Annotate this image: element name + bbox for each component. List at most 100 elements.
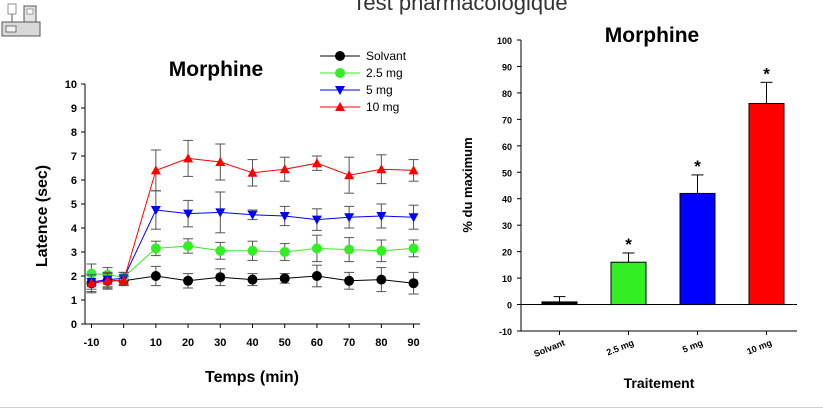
x-tick-label: 80 bbox=[375, 337, 387, 349]
y-tick-label: 0 bbox=[71, 319, 77, 331]
legend-label-25-mg: 2.5 mg bbox=[366, 66, 403, 80]
page-title: Test pharmacologique bbox=[352, 0, 568, 15]
data-point-10-mg bbox=[311, 158, 322, 168]
data-point-25-mg bbox=[279, 247, 290, 257]
line-chart-y-label: Latence (sec) bbox=[34, 165, 51, 267]
series-line-5-mg bbox=[91, 209, 414, 283]
bar-25-mg bbox=[610, 261, 647, 306]
data-point-5-mg bbox=[279, 212, 290, 221]
data-point-10-mg bbox=[86, 278, 97, 288]
latency-line-chart: Morphine Latence (sec) Temps (min) 0 1 2 3 4… bbox=[34, 49, 420, 386]
bottom-divider bbox=[0, 407, 823, 408]
data-point-5-mg bbox=[150, 206, 161, 215]
legend-marker-solvant bbox=[335, 51, 345, 61]
bar-5-mg bbox=[679, 192, 716, 306]
x-tick-label: 0 bbox=[121, 337, 127, 349]
data-point-5-mg bbox=[376, 212, 387, 221]
y-tick-label: 100 bbox=[497, 36, 512, 46]
data-point-solvant bbox=[150, 271, 161, 281]
data-point-solvant bbox=[215, 272, 226, 283]
data-point-solvant bbox=[247, 274, 258, 285]
y-tick-label: 60 bbox=[502, 142, 512, 152]
data-point-25-mg bbox=[311, 243, 322, 254]
x-tick-label: 40 bbox=[246, 337, 258, 349]
x-tick-label: 30 bbox=[214, 337, 226, 349]
y-tick-label: 10 bbox=[65, 79, 77, 91]
x-tick-label-5-mg: 5 mg bbox=[681, 338, 704, 355]
y-tick-label: 40 bbox=[502, 195, 512, 205]
legend-marker-25-mg bbox=[335, 68, 345, 78]
data-point-5-mg bbox=[408, 213, 419, 223]
x-tick-label-solvant: Solvant bbox=[532, 338, 566, 359]
data-point-10-mg bbox=[344, 170, 355, 180]
data-point-10-mg bbox=[215, 157, 226, 166]
y-tick-label: 8 bbox=[71, 127, 77, 139]
legend-label-solvant: Solvant bbox=[366, 49, 407, 63]
bar-chart-x-label: Traitement bbox=[624, 375, 695, 391]
y-tick-label: 6 bbox=[71, 175, 77, 187]
x-tick-label: 50 bbox=[279, 337, 291, 349]
data-point-10-mg bbox=[102, 275, 113, 285]
significance-star-25-mg: * bbox=[625, 235, 632, 254]
data-point-25-mg bbox=[408, 243, 419, 254]
y-tick-label: 50 bbox=[502, 168, 512, 178]
significance-star-5-mg: * bbox=[694, 157, 701, 176]
data-point-solvant bbox=[183, 275, 194, 286]
legend-marker-5-mg bbox=[335, 86, 345, 95]
data-point-10-mg bbox=[183, 153, 194, 163]
lab-apparatus-icon bbox=[1, 3, 41, 37]
legend-label-5-mg: 5 mg bbox=[366, 83, 393, 97]
x-tick-label: 10 bbox=[150, 337, 162, 349]
data-point-10-mg bbox=[150, 165, 161, 175]
data-point-10-mg bbox=[279, 164, 290, 174]
y-tick-label: 0 bbox=[507, 301, 512, 311]
data-point-5-mg bbox=[215, 208, 226, 218]
bar-10-mg bbox=[748, 102, 785, 306]
data-point-10-mg bbox=[376, 164, 387, 174]
y-tick-label: 4 bbox=[71, 223, 78, 235]
y-tick-label: 2 bbox=[71, 271, 77, 283]
data-point-10-mg bbox=[118, 275, 129, 285]
data-point-25-mg bbox=[86, 268, 97, 279]
line-chart-x-label: Temps (min) bbox=[205, 369, 299, 386]
bar-chart-y-label: % du maximum bbox=[460, 137, 475, 232]
y-tick-label: 1 bbox=[71, 295, 77, 307]
legend-marker-10-mg bbox=[335, 102, 345, 111]
data-point-25-mg bbox=[183, 241, 194, 251]
y-tick-label: 90 bbox=[502, 62, 512, 72]
y-tick-label: 9 bbox=[71, 103, 77, 115]
y-tick-label: 3 bbox=[71, 247, 77, 259]
y-tick-label: 80 bbox=[502, 89, 512, 99]
x-tick-label: -10 bbox=[83, 337, 99, 349]
data-point-25-mg bbox=[344, 244, 355, 255]
data-point-25-mg bbox=[215, 245, 226, 256]
y-tick-label: 30 bbox=[502, 221, 512, 231]
y-tick-label: 7 bbox=[71, 151, 77, 163]
data-point-10-mg bbox=[247, 167, 258, 177]
y-tick-label: 5 bbox=[71, 199, 77, 211]
significance-star-10-mg: * bbox=[763, 64, 770, 83]
series-10-mg bbox=[86, 139, 419, 293]
x-tick-label-10-mg: 10 mg bbox=[745, 338, 773, 357]
data-point-5-mg bbox=[344, 213, 355, 223]
x-tick-label: 20 bbox=[182, 337, 194, 349]
data-point-5-mg bbox=[247, 210, 258, 220]
data-point-10-mg bbox=[408, 165, 419, 175]
data-point-5-mg bbox=[183, 209, 194, 219]
y-tick-label: 70 bbox=[502, 115, 512, 125]
y-tick-label: -10 bbox=[499, 327, 512, 337]
legend-label-10-mg: 10 mg bbox=[366, 100, 399, 114]
data-point-solvant bbox=[311, 271, 322, 281]
data-point-solvant bbox=[344, 275, 355, 286]
y-tick-label: 20 bbox=[502, 248, 512, 258]
line-chart-title: Morphine bbox=[169, 58, 264, 81]
data-point-solvant bbox=[376, 274, 387, 285]
x-tick-label-25-mg: 2.5 mg bbox=[605, 338, 635, 358]
x-tick-label: 70 bbox=[343, 337, 355, 349]
bar-chart-title: Morphine bbox=[605, 24, 700, 47]
data-point-5-mg bbox=[311, 215, 322, 225]
data-point-solvant bbox=[408, 278, 419, 289]
bar-solvant bbox=[541, 301, 578, 306]
x-tick-label: 60 bbox=[311, 337, 323, 349]
